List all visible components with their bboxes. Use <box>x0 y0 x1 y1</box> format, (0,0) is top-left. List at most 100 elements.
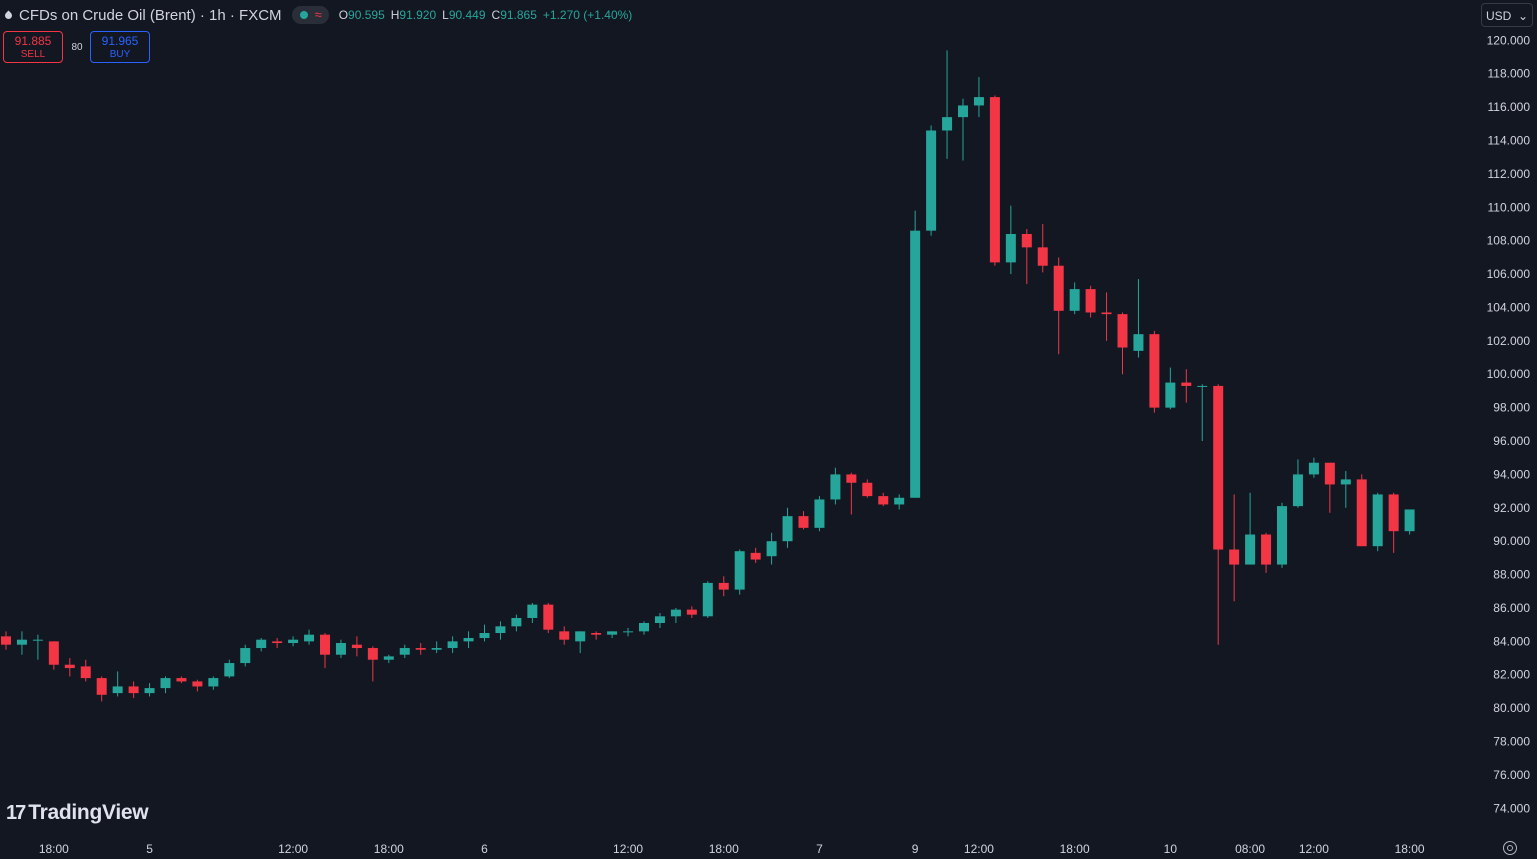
y-axis-tick-label: 76.000 <box>1493 768 1530 782</box>
y-axis-tick-label: 78.000 <box>1493 735 1530 749</box>
spread-value: 80 <box>71 42 83 53</box>
candle-body <box>415 648 426 650</box>
ohlc-values: O90.595 H91.920 L90.449 C91.865 +1.270 (… <box>339 8 633 22</box>
candle-body <box>1372 494 1383 547</box>
candle-body <box>80 666 91 679</box>
x-axis-tick-label: 18:00 <box>1395 842 1425 856</box>
candle-body <box>1229 549 1240 565</box>
candle-body <box>112 686 123 694</box>
candle-body <box>288 639 299 644</box>
candle-body <box>304 634 315 642</box>
y-axis-tick-label: 98.000 <box>1493 401 1530 415</box>
candle-body <box>96 678 107 695</box>
candle-body <box>718 582 729 590</box>
candle-body <box>766 541 777 557</box>
y-axis-tick-label: 86.000 <box>1493 601 1530 615</box>
ohlc-close-key: C <box>491 8 501 22</box>
oil-drop-icon <box>4 9 13 21</box>
ohlc-low-key: L <box>442 8 449 22</box>
candle-body <box>495 626 506 634</box>
candle-body <box>575 631 586 642</box>
candle-body <box>894 497 905 505</box>
tradingview-logo-text: TradingView <box>28 801 149 824</box>
candle-body <box>607 631 618 635</box>
candle-body <box>1 636 11 645</box>
candle-body <box>1213 385 1224 550</box>
candle-body <box>64 664 75 669</box>
market-open-dot-icon <box>299 11 308 19</box>
x-axis-tick-label: 12:00 <box>613 842 643 856</box>
candle-body <box>1404 509 1415 532</box>
candle-body <box>256 639 267 649</box>
candle-body <box>639 622 649 632</box>
candle-body <box>750 552 761 560</box>
y-axis-tick-label: 82.000 <box>1493 668 1530 682</box>
candle-body <box>878 496 889 505</box>
x-axis-tick-label: 18:00 <box>374 842 404 856</box>
y-axis-tick-label: 102.000 <box>1487 334 1531 348</box>
candle-body <box>543 604 554 630</box>
candle-body <box>1261 534 1272 565</box>
ohlc-open-value: 90.595 <box>348 8 385 22</box>
tradingview-logo-mark: 17 <box>6 801 26 824</box>
candle-body <box>1133 334 1144 351</box>
ohlc-low-value: 90.449 <box>448 8 486 22</box>
candle-body <box>32 639 43 641</box>
candle-body <box>1340 479 1351 485</box>
sell-price: 91.885 <box>14 34 52 48</box>
candle-body <box>335 643 346 655</box>
candle-body <box>782 516 793 542</box>
candle-body <box>1117 314 1128 348</box>
candle-body <box>830 474 841 500</box>
settings-icon[interactable] <box>1503 841 1517 855</box>
x-axis-tick-label: 10 <box>1164 842 1178 856</box>
x-axis-tick-label: 9 <box>912 842 919 856</box>
currency-select[interactable]: USD ⌄ <box>1481 3 1533 27</box>
candle-body <box>1308 462 1319 475</box>
y-axis-tick-label: 104.000 <box>1487 300 1531 314</box>
candle-body <box>1053 265 1064 311</box>
candle-body <box>1245 534 1256 565</box>
y-axis-tick-label: 114.000 <box>1488 134 1531 148</box>
candle-body <box>1021 234 1032 248</box>
y-axis-tick-label: 74.000 <box>1493 801 1530 815</box>
candle-body <box>431 648 442 650</box>
candle-body <box>1181 382 1192 386</box>
x-axis-tick-label: 18:00 <box>1060 842 1090 856</box>
buy-button[interactable]: 91.965 BUY <box>90 31 150 63</box>
y-axis-tick-label: 92.000 <box>1493 501 1530 515</box>
y-axis-tick-label: 80.000 <box>1493 701 1530 715</box>
buy-label: BUY <box>109 49 131 60</box>
candle-body <box>1197 385 1208 387</box>
y-axis-tick-label: 94.000 <box>1493 467 1530 481</box>
ohlc-open-key: O <box>338 8 349 22</box>
wave-icon: ≈ <box>314 7 322 22</box>
candle-body <box>1037 247 1048 266</box>
candle-body <box>814 499 825 528</box>
candle-body <box>670 609 681 617</box>
ohlc-change: +1.270 (+1.40%) <box>542 8 633 22</box>
candle-body <box>1277 506 1287 565</box>
candle-body <box>1165 382 1176 408</box>
candle-body <box>846 474 857 483</box>
y-axis-tick-label: 116.000 <box>1488 100 1531 114</box>
symbol-title[interactable]: CFDs on Crude Oil (Brent) · 1h · FXCM <box>19 6 282 24</box>
x-axis-tick-label: 5 <box>146 842 153 856</box>
y-axis-tick-label: 96.000 <box>1493 434 1530 448</box>
sell-button[interactable]: 91.885 SELL <box>3 31 63 63</box>
tradingview-logo[interactable]: 17 TradingView <box>6 801 149 825</box>
x-axis-tick-label: 18:00 <box>709 842 739 856</box>
y-axis-tick-label: 120.000 <box>1487 33 1531 47</box>
candle-body <box>527 604 538 618</box>
candle-body <box>942 117 953 131</box>
candle-body <box>973 97 984 106</box>
candle-body <box>1388 494 1399 532</box>
status-pills[interactable]: ≈ <box>291 6 329 24</box>
x-axis-tick-label: 08:00 <box>1235 842 1265 856</box>
currency-value: USD <box>1486 9 1512 23</box>
candle-body <box>559 631 570 640</box>
y-axis-tick-label: 108.000 <box>1487 234 1531 248</box>
candle-body <box>399 648 410 655</box>
candle-body <box>591 633 602 635</box>
